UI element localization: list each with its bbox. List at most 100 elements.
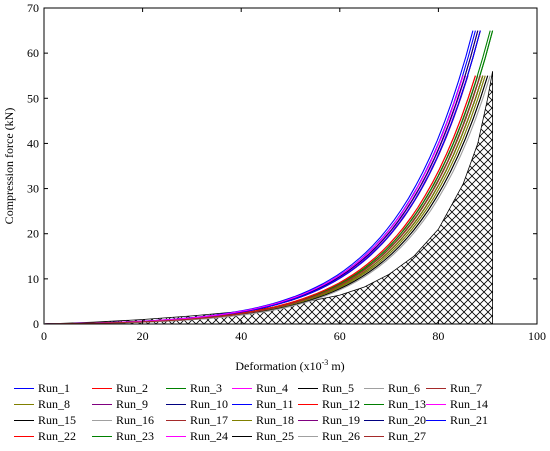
legend-label: Run_8: [38, 396, 71, 411]
legend-label: Run_12: [322, 396, 361, 411]
legend-item-run-11: Run_11: [232, 397, 294, 411]
legend-label: Run_6: [388, 380, 421, 395]
y-tick-label: 20: [27, 227, 39, 241]
legend-label: Run_15: [38, 412, 77, 427]
legend-item-run-26: Run_26: [298, 429, 360, 443]
legend-item-run-17: Run_17: [166, 413, 228, 427]
legend-swatch: [298, 419, 318, 421]
legend-label: Run_19: [322, 412, 361, 427]
legend-item-run-22: Run_22: [14, 429, 76, 443]
x-tick-label: 80: [432, 329, 444, 343]
legend-item-run-7: Run_7: [426, 381, 482, 395]
legend-item-run-18: Run_18: [232, 413, 294, 427]
y-tick-label: 70: [27, 1, 39, 15]
legend-label: Run_9: [116, 396, 149, 411]
legend-label: Run_17: [190, 412, 229, 427]
legend-item-run-8: Run_8: [14, 397, 70, 411]
legend-item-run-21: Run_21: [426, 413, 488, 427]
legend-label: Run_27: [388, 428, 427, 443]
legend-item-run-3: Run_3: [166, 381, 222, 395]
legend-swatch: [426, 419, 446, 421]
x-tick-label: 20: [137, 329, 149, 343]
legend-item-run-2: Run_2: [92, 381, 148, 395]
legend-swatch: [92, 435, 112, 437]
legend-label: Run_25: [256, 428, 295, 443]
plot-frame: [43, 7, 538, 325]
legend-swatch: [92, 387, 112, 389]
legend-item-run-6: Run_6: [364, 381, 420, 395]
legend-item-run-10: Run_10: [166, 397, 228, 411]
legend-swatch: [298, 387, 318, 389]
legend-swatch: [364, 419, 384, 421]
legend-item-run-20: Run_20: [364, 413, 426, 427]
x-tick-label: 40: [235, 329, 247, 343]
legend-swatch: [14, 419, 34, 421]
legend-swatch: [166, 435, 186, 437]
legend-swatch: [232, 403, 252, 405]
x-tick-label: 100: [528, 329, 546, 343]
legend-item-run-12: Run_12: [298, 397, 360, 411]
legend-label: Run_20: [388, 412, 427, 427]
series-layer: [43, 30, 494, 325]
legend-label: Run_1: [38, 380, 71, 395]
x-axis-label-unit: m): [328, 359, 344, 373]
legend-swatch: [298, 435, 318, 437]
legend-label: Run_13: [388, 396, 427, 411]
legend-label: Run_5: [322, 380, 355, 395]
legend-item-run-27: Run_27: [364, 429, 426, 443]
legend-item-run-5: Run_5: [298, 381, 354, 395]
axes: 0 20 40 60 80 100 0 10 20 30 40 50 60 70: [27, 1, 546, 343]
y-tick-label: 50: [27, 91, 39, 105]
legend-label: Run_7: [450, 380, 483, 395]
legend-label: Run_22: [38, 428, 77, 443]
legend-label: Run_10: [190, 396, 229, 411]
legend-label: Run_24: [190, 428, 229, 443]
y-tick-label: 0: [33, 317, 39, 331]
x-tick-label: 0: [41, 329, 47, 343]
legend-swatch: [166, 419, 186, 421]
legend-item-run-25: Run_25: [232, 429, 294, 443]
legend-item-run-19: Run_19: [298, 413, 360, 427]
x-axis-label-exponent: -3: [322, 358, 329, 367]
legend-swatch: [92, 403, 112, 405]
legend-swatch: [232, 387, 252, 389]
chart: 0 20 40 60 80 100 0 10 20 30 40 50 60 70 Deformation …: [2, 1, 546, 373]
y-tick-label: 40: [27, 136, 39, 150]
legend-item-run-14: Run_14: [426, 397, 488, 411]
x-axis-label-main: Deformation (x10: [235, 359, 321, 373]
legend-swatch: [232, 435, 252, 437]
legend-item-run-15: Run_15: [14, 413, 76, 427]
legend-label: Run_26: [322, 428, 361, 443]
legend-swatch: [232, 419, 252, 421]
legend-swatch: [92, 419, 112, 421]
series-line-run-27: [43, 75, 481, 325]
y-tick-label: 30: [27, 182, 39, 196]
legend-label: Run_18: [256, 412, 295, 427]
y-tick-label: 10: [27, 272, 39, 286]
legend-item-run-4: Run_4: [232, 381, 288, 395]
legend-swatch: [364, 403, 384, 405]
legend-label: Run_3: [190, 380, 223, 395]
legend-item-run-9: Run_9: [92, 397, 148, 411]
legend-swatch: [166, 387, 186, 389]
legend-swatch: [426, 387, 446, 389]
legend-swatch: [14, 403, 34, 405]
legend-item-run-1: Run_1: [14, 381, 70, 395]
legend-label: Run_23: [116, 428, 155, 443]
y-tick-label: 60: [27, 46, 39, 60]
hatched-area: [43, 71, 493, 325]
legend-label: Run_2: [116, 380, 149, 395]
legend-swatch: [298, 403, 318, 405]
legend-swatch: [426, 403, 446, 405]
legend-swatch: [364, 435, 384, 437]
legend-item-run-24: Run_24: [166, 429, 228, 443]
legend-item-run-13: Run_13: [364, 397, 426, 411]
y-axis-label: Compression force (kN): [2, 108, 16, 225]
legend-swatch: [166, 403, 186, 405]
legend-label: Run_21: [450, 412, 489, 427]
legend-swatch: [14, 387, 34, 389]
legend-label: Run_16: [116, 412, 155, 427]
legend-label: Run_4: [256, 380, 289, 395]
legend-label: Run_14: [450, 396, 489, 411]
legend-item-run-23: Run_23: [92, 429, 154, 443]
